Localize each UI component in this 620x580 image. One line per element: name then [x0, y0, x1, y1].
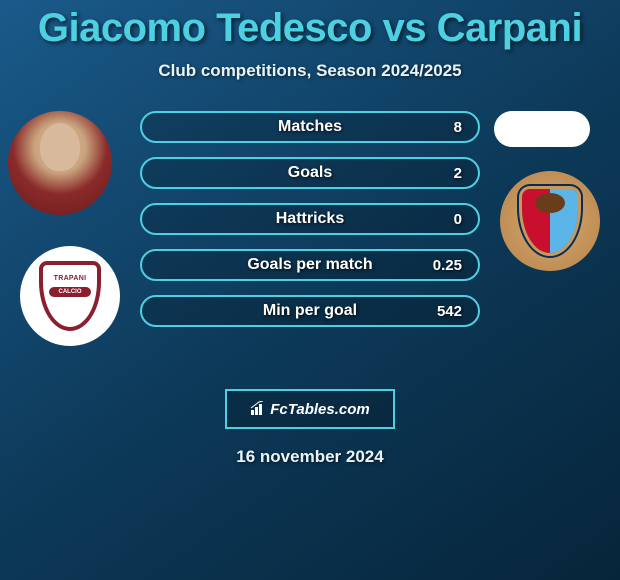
stat-row-matches: Matches 8: [140, 111, 480, 143]
stat-label: Goals: [288, 164, 332, 182]
comparison-area: Matches 8 Goals 2 Hattricks 0 Goals per …: [0, 111, 620, 371]
page-title: Giacomo Tedesco vs Carpani: [0, 0, 620, 51]
stat-label: Min per goal: [263, 302, 357, 320]
shield-icon: [522, 189, 578, 253]
stat-value: 0.25: [433, 257, 462, 274]
stat-value: 8: [454, 119, 462, 136]
stat-row-hattricks: Hattricks 0: [140, 203, 480, 235]
stat-label: Matches: [278, 118, 342, 136]
brand-text: FcTables.com: [270, 401, 369, 418]
date-label: 16 november 2024: [0, 447, 620, 467]
team-right-crest: [500, 171, 600, 271]
bar-chart-icon: [250, 401, 266, 417]
brand-label: FcTables.com: [250, 401, 369, 418]
stat-label: Hattricks: [276, 210, 344, 228]
stats-list: Matches 8 Goals 2 Hattricks 0 Goals per …: [140, 111, 480, 341]
shield-icon: [39, 261, 101, 331]
stat-value: 2: [454, 165, 462, 182]
player-left-avatar: [8, 111, 112, 215]
stat-label: Goals per match: [247, 256, 372, 274]
brand-box[interactable]: FcTables.com: [225, 389, 395, 429]
team-left-crest: [20, 246, 120, 346]
player-right-avatar: [494, 111, 590, 147]
stat-row-goals: Goals 2: [140, 157, 480, 189]
stat-row-goals-per-match: Goals per match 0.25: [140, 249, 480, 281]
stat-value: 0: [454, 211, 462, 228]
stat-value: 542: [437, 303, 462, 320]
stat-row-min-per-goal: Min per goal 542: [140, 295, 480, 327]
subtitle: Club competitions, Season 2024/2025: [0, 61, 620, 81]
